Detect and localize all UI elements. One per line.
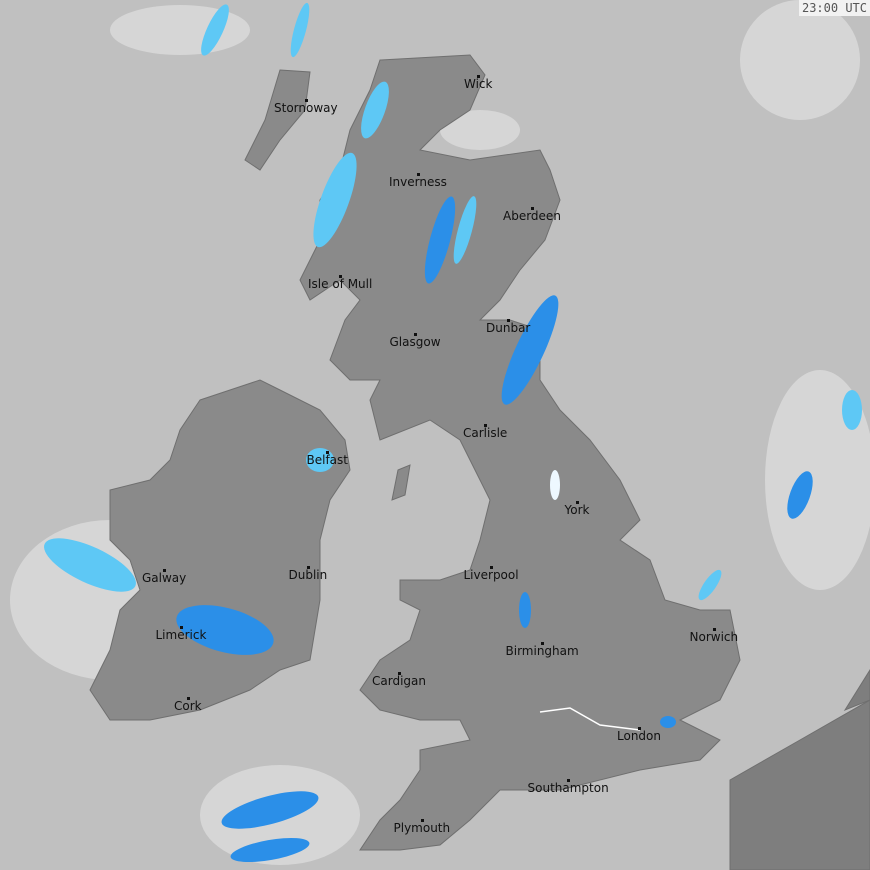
france — [729, 699, 870, 870]
city-label: Norwich — [689, 630, 739, 644]
great-britain — [299, 54, 741, 851]
city-label: Dunbar — [486, 321, 531, 335]
city-label: Carlisle — [463, 426, 508, 440]
city-label: Dublin — [288, 568, 328, 582]
city-dot — [187, 697, 190, 700]
city-dot — [531, 207, 534, 210]
city-dot — [305, 99, 308, 102]
city-dot — [576, 501, 579, 504]
city-dot — [326, 451, 329, 454]
city-label: Plymouth — [393, 821, 451, 835]
timestamp: 23:00 UTC — [798, 0, 870, 16]
city-dot — [307, 566, 310, 569]
city-label: Southampton — [527, 781, 609, 795]
city-dot — [507, 319, 510, 322]
city-label: Galway — [142, 571, 187, 585]
city-dot — [541, 642, 544, 645]
city-dot — [638, 727, 641, 730]
city-dot — [398, 672, 401, 675]
city-dot — [567, 779, 570, 782]
city-label: Liverpool — [463, 568, 519, 582]
city-label: London — [617, 729, 661, 743]
city-dot — [713, 628, 716, 631]
city-dot — [421, 819, 424, 822]
rain — [44, 2, 862, 863]
city-label: Aberdeen — [503, 209, 561, 223]
city-dot — [414, 333, 417, 336]
city-label: York — [564, 503, 590, 517]
city-dot — [477, 75, 480, 78]
city-dot — [163, 569, 166, 572]
outer-hebrides — [244, 69, 311, 171]
city-label: Belfast — [306, 453, 348, 467]
city-label: Inverness — [389, 175, 447, 189]
city-label: Stornoway — [274, 101, 338, 115]
land — [89, 54, 870, 870]
city-dot — [490, 566, 493, 569]
city-label: Wick — [464, 77, 493, 91]
city-label: Birmingham — [505, 644, 579, 658]
city-dot — [339, 275, 342, 278]
city-label: Limerick — [155, 628, 207, 642]
city-dot — [417, 173, 420, 176]
netherlands — [843, 669, 870, 712]
ireland — [89, 379, 351, 721]
city-label: Cork — [174, 699, 202, 713]
city-dot — [180, 626, 183, 629]
isle-of-man — [391, 464, 411, 501]
river-thames — [539, 707, 641, 731]
city-dot — [484, 424, 487, 427]
city-label: Cardigan — [372, 674, 426, 688]
city-label: Isle of Mull — [308, 277, 373, 291]
city-label: Glasgow — [389, 335, 441, 349]
